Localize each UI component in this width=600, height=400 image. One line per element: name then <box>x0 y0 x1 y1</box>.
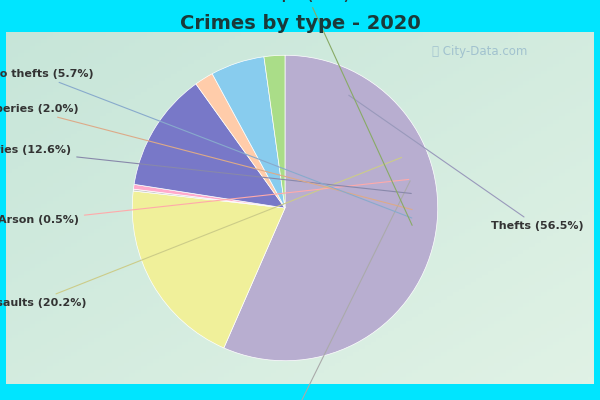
Text: Burglaries (12.6%): Burglaries (12.6%) <box>0 145 411 194</box>
Text: Robberies (2.0%): Robberies (2.0%) <box>0 104 412 210</box>
Wedge shape <box>133 184 285 208</box>
Wedge shape <box>224 55 438 361</box>
Wedge shape <box>212 57 285 208</box>
Text: ⓘ City-Data.com: ⓘ City-Data.com <box>433 46 527 58</box>
Text: Arson (0.5%): Arson (0.5%) <box>0 180 409 225</box>
Text: Assaults (20.2%): Assaults (20.2%) <box>0 158 401 308</box>
Wedge shape <box>196 74 285 208</box>
Wedge shape <box>133 189 285 208</box>
Text: Auto thefts (5.7%): Auto thefts (5.7%) <box>0 69 412 218</box>
Text: Rapes (2.2%): Rapes (2.2%) <box>266 0 412 225</box>
Text: Murders (0.2%): Murders (0.2%) <box>244 181 410 400</box>
Wedge shape <box>264 55 285 208</box>
Text: Crimes by type - 2020: Crimes by type - 2020 <box>179 14 421 33</box>
Wedge shape <box>132 191 285 348</box>
Wedge shape <box>134 84 285 208</box>
Text: Thefts (56.5%): Thefts (56.5%) <box>349 95 584 231</box>
